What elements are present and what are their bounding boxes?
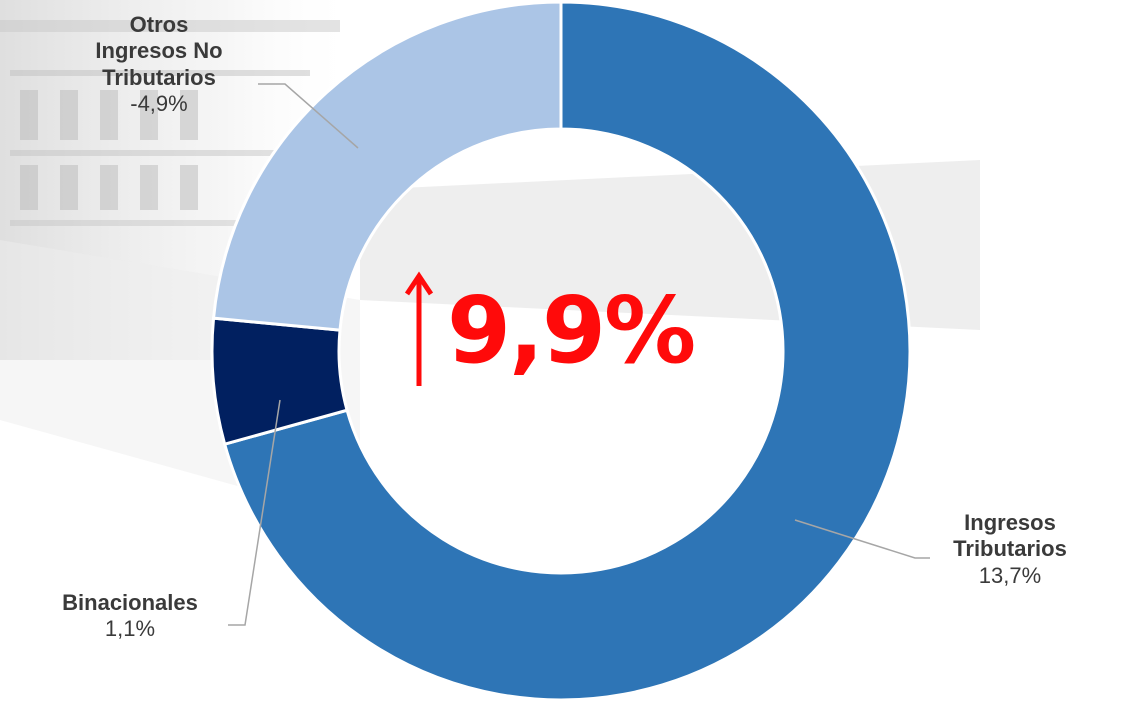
- otros-ingresos-label: Otros Ingresos No Tributarios: [95, 12, 223, 90]
- leader-line-otros-ingresos: [258, 83, 359, 149]
- donut-slices: [210, 0, 912, 701]
- otros-ingresos-value: -4,9%: [130, 91, 188, 117]
- data-label-ingresos-tributarios: Ingresos Tributarios 13,7%: [900, 510, 1120, 589]
- binacionales-value: 1,1%: [104, 616, 156, 642]
- center-total: 9,9%: [405, 270, 696, 390]
- slice-ingresos-tributarios: [222, 0, 912, 701]
- leader-line-binacionales: [228, 399, 281, 626]
- ingresos-tributarios-label: Ingresos Tributarios: [953, 510, 1067, 562]
- slice-otros-ingresos-no-tributarios: [211, 0, 563, 332]
- binacionales-label: Binacionales: [62, 590, 198, 615]
- leader-line-ingresos-tributarios: [794, 519, 930, 559]
- data-label-otros-ingresos-no-tributarios: Otros Ingresos No Tributarios -4,9%: [40, 12, 278, 118]
- up-arrow-icon: [405, 271, 433, 386]
- data-label-binacionales: Binacionales 1,1%: [10, 590, 250, 643]
- center-total-value: 9,9%: [447, 276, 696, 384]
- ingresos-tributarios-value: 13,7%: [978, 562, 1042, 588]
- leader-lines: [228, 83, 930, 626]
